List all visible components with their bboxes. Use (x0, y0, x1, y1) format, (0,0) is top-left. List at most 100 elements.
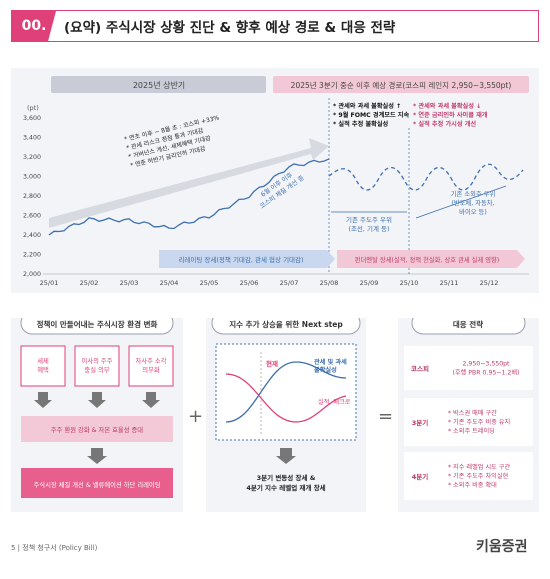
rotation-label-line: 기존 소외주 우위 (451, 189, 496, 198)
projection-wave (328, 163, 524, 191)
policy-box (74, 345, 120, 387)
y-tick-label: 2,400 (23, 232, 41, 239)
x-tick-label: 25/05 (200, 279, 219, 287)
policy-mid-text: 주주 환원 강화 & 자본 효율성 증대 (51, 425, 143, 434)
next-step-title: 지수 추가 상승을 위한 Next step (229, 319, 343, 329)
policy-title: 정책이 만들어내는 주식시장 환경 변화 (37, 319, 158, 329)
note-q3-right-line: * 실적 추정 가시성 개선 (413, 120, 476, 128)
company-logo: 키움증권 (476, 539, 528, 555)
chart-panel: 2025년 상반기 2025년 3분기 중순 이후 예상 경로(코스피 레인지 … (11, 68, 539, 293)
x-tick-label: 25/09 (360, 279, 379, 287)
x-tick-label: 25/01 (40, 279, 59, 287)
note-q3-left-line: * 실적 추정 불확실성 (333, 120, 389, 128)
note-q3-left: * 관세와 과세 불확실성 ↑* 9월 FOMC 경계모드 지속* 실적 추정 … (333, 102, 409, 128)
strategy-row-text: * 소외주 비중 확대 (448, 481, 497, 489)
strategy-row-text: 2,950~3,550pt (463, 361, 511, 368)
uncertainty-label-line: 불확실성 (314, 366, 337, 374)
section-number: 00. (12, 11, 56, 41)
note-q3-left-line: * 9월 FOMC 경계모드 지속 (333, 111, 409, 119)
bottom-arrow-1 (159, 250, 335, 268)
base-label-sub: (조선, 기계 등) (348, 224, 389, 233)
page-header: 00. (요약) 주식시장 상황 진단 & 향후 예상 경로 & 대응 전략 (11, 10, 539, 42)
strategy-row-text: * 기존 주도주 비중 유지 (448, 418, 510, 426)
policy-box-label: 이사의 주주 (82, 356, 113, 365)
policy-bottom-box (21, 468, 173, 498)
strategy-title: 대응 전략 (453, 319, 483, 329)
policy-box-label: 혜택 (37, 365, 49, 374)
x-tick-label: 25/04 (160, 279, 179, 287)
y-tick-label: 3,200 (23, 154, 41, 161)
strategy-row-label: 4분기 (412, 472, 429, 481)
strategy-panel: 대응 전략 코스피 2,950~3,550pt (후행 PBR 0.95~1.2배)… (398, 311, 539, 512)
band-h2-label: 2025년 3분기 중순 이후 예상 경로(코스피 레인지 2,950~3,55… (291, 80, 512, 90)
down-arrow-icon (87, 448, 107, 464)
y-tick-label: 3,400 (23, 135, 41, 142)
policy-box-label: 자사주 소각 (136, 356, 167, 365)
bottom-arrow-2 (337, 250, 525, 268)
strategy-row-text: (후행 PBR 0.95~1.2배) (453, 369, 520, 377)
x-tick-label: 25/03 (120, 279, 139, 287)
policy-mid-box (21, 416, 173, 442)
x-tick-label: 25/07 (280, 279, 299, 287)
x-tick-label: 25/02 (80, 279, 99, 287)
uncertainty-label-line: 관세 및 과세 (314, 358, 347, 366)
note-q3-right-line: * 관세와 과세 불확실성 ↓ (413, 102, 481, 110)
x-axis: 25/01 25/02 25/03 25/04 25/05 25/06 25/07 25/08… (40, 279, 499, 287)
strategy-row (404, 398, 533, 446)
band-h2 (273, 76, 529, 93)
page-title: (요약) 주식시장 상황 진단 & 향후 예상 경로 & 대응 전략 (64, 20, 396, 36)
y-tick-label: 2,800 (23, 193, 41, 200)
y-tick-label: 2,200 (23, 252, 41, 259)
band-h1-label: 2025년 상반기 (133, 80, 185, 90)
strategy-row-text: * 기존 주도주 차익실현 (448, 472, 509, 480)
policy-box-label: 의무화 (142, 365, 160, 374)
cycle-box (215, 343, 357, 441)
y-tick-label: 2,000 (23, 271, 41, 278)
policy-panel: 정책이 만들어내는 주식시장 환경 변화 세제 혜택 이사의 주주 충실 의무 자사주 … (11, 311, 183, 512)
strategy-row (404, 346, 533, 390)
note-q3-right-line: * 연준 금리인하 사이클 재개 (413, 111, 488, 119)
strategy-row-text: * 박스권 매매 구간 (448, 409, 497, 417)
strategy-rows: 코스피 2,950~3,550pt(후행 PBR 0.95~1.2배) 3분기 * 박… (404, 346, 533, 500)
down-arrow-icon (142, 392, 160, 408)
band-h1 (51, 76, 266, 93)
uncertainty-curve (225, 361, 347, 423)
x-tick-label: 25/12 (480, 279, 499, 287)
strategy-row-label: 코스피 (411, 364, 429, 373)
trend-arrow-gray (49, 138, 329, 228)
equals-icon: = (378, 406, 394, 427)
strategy-row-label: 3분기 (412, 418, 429, 427)
rotation-label-line: 바이오 등) (459, 207, 487, 216)
rotation-label-line: (반도체, 자동차, (451, 198, 494, 207)
strategy-row-text: * 소외주 트레이딩 (448, 427, 495, 435)
rotation-arrow (415, 185, 507, 219)
policy-box (128, 345, 174, 387)
strategy-row (404, 452, 533, 500)
earnings-label: 실적, 매크로 (318, 398, 351, 406)
y-tick-label: 3,000 (23, 174, 41, 181)
footer-text: 5 | 정책 청구서 (Policy Bill) (11, 544, 98, 552)
policy-box-label: 세제 (37, 356, 49, 365)
kospi-series-line (48, 158, 330, 236)
y-tick-label: 3,600 (23, 115, 41, 122)
rotation-label: 기존 소외주 우위(반도체, 자동차,바이오 등) (451, 189, 496, 216)
x-tick-label: 25/11 (440, 279, 459, 287)
now-label: 현재 (266, 359, 278, 368)
next-step-result: 3분기 변동성 장세 &4분기 지수 레벨업 재개 장세 (246, 473, 325, 492)
policy-bottom-text: 주식시장 체질 개선 & 밸류에이션 하단 리레이팅 (34, 480, 161, 489)
note-q3-right: * 관세와 과세 불확실성 ↓* 연준 금리인하 사이클 재개* 실적 추정 가… (413, 102, 488, 128)
next-step-panel: 지수 추가 상승을 위한 Next step 현재 관세 및 과세 불확실성 실적… (206, 311, 366, 512)
down-arrow-icon (88, 392, 106, 408)
y-axis: 3,600 3,400 3,200 3,000 2,800 2,600 2,400 2,200… (23, 115, 41, 278)
kospi-chart: 2025년 상반기 2025년 3분기 중순 이후 예상 경로(코스피 레인지 … (23, 76, 529, 287)
down-arrow-icon (276, 448, 296, 464)
x-tick-label: 25/10 (400, 279, 419, 287)
x-tick-label: 25/06 (240, 279, 259, 287)
y-unit: (pt) (27, 104, 39, 112)
base-label: 기존 주도주 우위 (346, 215, 392, 224)
bottom-arrow-2-label: 펀더멘탈 장세(실적, 정책 현실화, 상호 관세 실제 영향) (355, 255, 500, 264)
policy-box (20, 345, 66, 387)
y-tick-label: 2,600 (23, 213, 41, 220)
plus-icon: + (188, 406, 204, 427)
